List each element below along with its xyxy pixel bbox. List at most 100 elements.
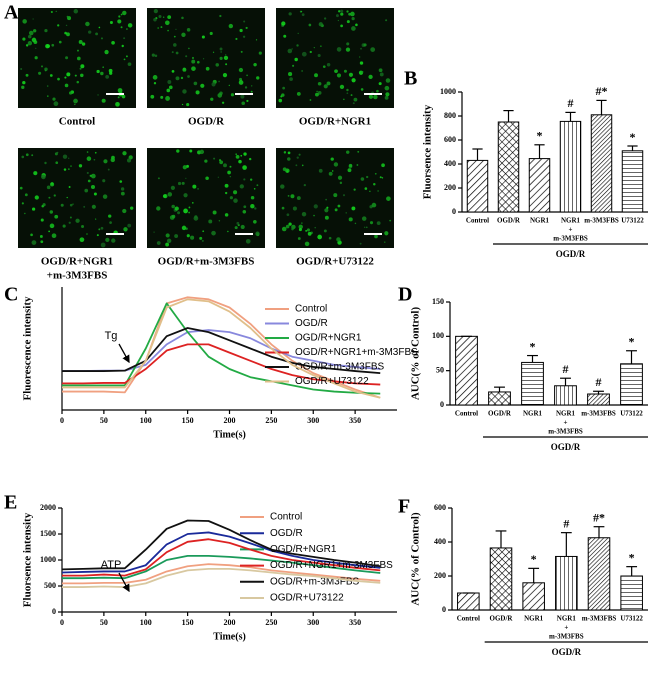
cell-dot <box>286 170 289 173</box>
cell-dot <box>109 221 112 224</box>
y-tick-label: 0 <box>52 607 56 616</box>
cell-dot <box>49 74 53 77</box>
cell-dot <box>21 85 25 89</box>
cell-dot <box>190 235 195 240</box>
cell-dot <box>378 82 382 86</box>
cell-dot <box>234 226 238 230</box>
cell-dot <box>251 85 253 87</box>
cell-dot <box>258 51 262 55</box>
cell-dot <box>188 211 191 214</box>
cell-dot <box>225 63 228 66</box>
cell-dot <box>201 239 204 242</box>
cell-dot <box>58 40 62 44</box>
significance-marker: * <box>537 129 543 143</box>
cell-dot <box>281 93 285 97</box>
cell-dot <box>157 27 159 29</box>
cell-dot <box>242 35 246 38</box>
cell-dot <box>181 181 185 185</box>
cell-dot <box>90 184 96 189</box>
cell-dot <box>281 21 286 26</box>
cell-dot <box>25 73 29 77</box>
cell-dot <box>239 184 244 189</box>
y-tick-label: 50 <box>436 365 444 374</box>
cell-dot <box>298 224 303 230</box>
cell-dot <box>188 206 191 209</box>
cell-dot <box>81 224 85 228</box>
cell-dot <box>127 223 132 228</box>
cell-dot <box>238 67 244 73</box>
cell-dot <box>363 43 367 47</box>
cell-dot <box>244 86 248 89</box>
cell-dot <box>337 204 341 208</box>
cell-dot <box>336 47 342 52</box>
cell-dot <box>240 154 243 157</box>
cell-dot <box>223 163 227 168</box>
cell-dot <box>40 65 44 68</box>
cell-dot <box>68 186 71 188</box>
cell-dot <box>30 233 33 237</box>
cell-dot <box>239 28 243 33</box>
cell-dot <box>340 24 343 28</box>
cell-dot <box>175 51 179 55</box>
cell-dot <box>297 32 299 35</box>
y-axis-label: AUC(% of Control) <box>410 307 422 401</box>
x-tick-label: + <box>564 624 568 632</box>
cell-dot <box>316 90 318 93</box>
cell-dot <box>68 157 70 159</box>
significance-marker: * <box>530 339 536 353</box>
cell-dot <box>308 23 312 27</box>
cell-dot <box>343 98 345 101</box>
cell-dot <box>76 80 80 84</box>
cell-dot <box>294 57 298 62</box>
cell-dot <box>215 63 219 67</box>
cell-dot <box>120 187 125 191</box>
cell-dot <box>241 101 246 105</box>
y-tick-label: 1500 <box>40 529 56 538</box>
cell-dot <box>57 77 60 81</box>
cell-dot <box>229 175 232 178</box>
y-tick-label: 0 <box>442 605 446 614</box>
cell-dot <box>128 155 133 160</box>
cell-dot <box>212 210 217 215</box>
y-tick-label: 2000 <box>40 503 56 512</box>
y-tick-label: 1000 <box>40 555 56 564</box>
cell-dot <box>379 72 384 77</box>
cell-dot <box>328 236 332 240</box>
cell-dot <box>301 222 303 224</box>
cell-dot <box>224 213 229 217</box>
bar <box>488 391 511 406</box>
cell-dot <box>222 72 228 78</box>
cell-dot <box>318 168 323 173</box>
cell-dot <box>301 164 304 167</box>
x-tick-label: m-3M3FBS <box>549 633 584 641</box>
cell-dot <box>356 164 359 166</box>
x-tick-label: 300 <box>307 416 319 425</box>
cell-dot <box>211 230 216 236</box>
x-tick-label: 150 <box>182 416 194 425</box>
cell-dot <box>289 77 293 81</box>
x-tick-label: 50 <box>100 618 108 627</box>
cell-dot <box>158 14 162 19</box>
cell-dot <box>335 14 339 18</box>
cell-dot <box>32 207 36 211</box>
cell-dot <box>173 43 177 47</box>
x-axis-label: Time(s) <box>213 631 246 642</box>
cell-dot <box>127 23 133 28</box>
legend-label: OGD/R <box>295 318 328 329</box>
cell-dot <box>340 9 344 13</box>
panel-label: F <box>398 496 410 518</box>
cell-dot <box>348 12 351 16</box>
x-tick-label: Control <box>466 217 489 225</box>
cell-dot <box>314 73 318 78</box>
cell-dot <box>105 74 110 79</box>
cell-dot <box>381 163 385 168</box>
significance-marker: * <box>629 550 635 564</box>
cell-dot <box>38 71 42 75</box>
cell-dot <box>211 82 216 87</box>
cell-dot <box>181 32 186 37</box>
cell-dot <box>48 230 51 233</box>
cell-dot <box>347 168 352 173</box>
cell-dot <box>282 167 287 172</box>
cell-dot <box>186 28 191 32</box>
cell-dot <box>87 179 91 183</box>
